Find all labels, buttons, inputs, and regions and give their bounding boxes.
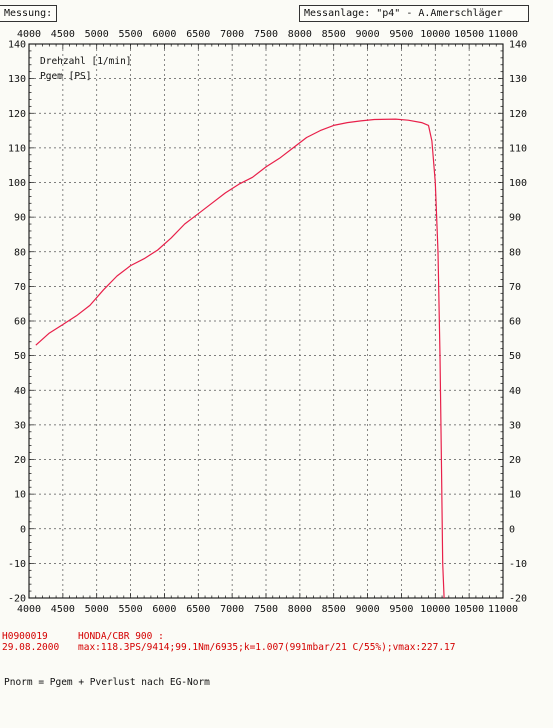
x-tick-label: 4000 <box>17 29 41 40</box>
y-tick-label: 20 <box>14 455 26 466</box>
y-tick-label: 50 <box>14 351 26 362</box>
x-tick-label: 8500 <box>322 604 346 615</box>
y-tick-label: 20 <box>509 455 521 466</box>
x-tick-label: 6000 <box>152 29 176 40</box>
x-tick-label: 4500 <box>51 29 75 40</box>
x-tick-label: 7000 <box>220 29 244 40</box>
y-tick-label: 50 <box>509 351 521 362</box>
x-tick-label: 8500 <box>322 29 346 40</box>
x-tick-label: 5500 <box>119 604 143 615</box>
test-bench-label: Messanlage: "p4" - A.Amerschläger <box>299 5 529 22</box>
y-tick-label: 40 <box>14 386 26 397</box>
x-tick-label: 4000 <box>17 604 41 615</box>
chart-legend: Drehzahl [1/min] Pgem [PS] <box>40 56 132 82</box>
x-tick-label: 9000 <box>356 604 380 615</box>
x-tick-label: 6500 <box>186 29 210 40</box>
x-tick-label: 11000 <box>488 604 518 615</box>
x-tick-label: 6000 <box>152 604 176 615</box>
y-tick-label: 120 <box>8 109 26 120</box>
y-tick-label: 90 <box>509 213 521 224</box>
chart-series <box>35 118 445 599</box>
y-tick-label: 80 <box>509 247 521 258</box>
x-tick-label: 10000 <box>420 29 450 40</box>
series-line-power <box>35 118 445 599</box>
y-tick-label: 60 <box>509 317 521 328</box>
y-tick-label: 140 <box>509 40 527 51</box>
y-tick-label: 110 <box>509 143 527 154</box>
y-tick-label: 60 <box>14 317 26 328</box>
measurement-id: H0900019 <box>2 631 48 642</box>
y-tick-label: 40 <box>509 386 521 397</box>
x-tick-label: 8000 <box>288 29 312 40</box>
y-tick-label: -10 <box>509 559 527 570</box>
x-tick-label: 7500 <box>254 604 278 615</box>
legend-entry: Pgem [PS] <box>40 71 91 82</box>
y-tick-label: 140 <box>8 40 26 51</box>
y-tick-label: 10 <box>14 490 26 501</box>
y-tick-label: 0 <box>509 524 515 535</box>
x-axis-bottom: 4000 4500 5000 5500 6000 6500 7000 7500 8000 8500… <box>17 604 518 615</box>
y-tick-label: 90 <box>14 213 26 224</box>
y-tick-label: 100 <box>8 178 26 189</box>
chart-grid <box>28 43 504 599</box>
y-tick-label: 120 <box>509 109 527 120</box>
measurement-label: Messung: <box>0 5 57 22</box>
x-tick-label: 8000 <box>288 604 312 615</box>
measurement-summary: max:118.3PS/9414;99.1Nm/6935;k=1.007(991… <box>78 642 456 653</box>
x-tick-label: 9500 <box>389 604 413 615</box>
y-tick-label: 10 <box>509 490 521 501</box>
legend-entry: Drehzahl [1/min] <box>40 56 132 67</box>
x-tick-label: 9500 <box>389 29 413 40</box>
y-tick-label: 30 <box>509 420 521 431</box>
x-tick-label: 11000 <box>488 29 518 40</box>
vehicle-name: HONDA/CBR 900 : <box>78 631 164 642</box>
y-tick-label: 30 <box>14 420 26 431</box>
y-tick-label: -20 <box>8 594 26 605</box>
x-tick-label: 6500 <box>186 604 210 615</box>
y-tick-label: 70 <box>509 282 521 293</box>
norm-note: Pnorm = Pgem + Pverlust nach EG-Norm <box>4 677 210 688</box>
y-tick-label: 0 <box>20 524 26 535</box>
y-tick-label: 100 <box>509 178 527 189</box>
x-tick-label: 10500 <box>454 29 484 40</box>
y-tick-label: -10 <box>8 559 26 570</box>
y-tick-label: -20 <box>509 594 527 605</box>
x-axis-top: 4000 4500 5000 5500 6000 6500 7000 7500 8000 8500… <box>17 29 518 40</box>
x-tick-label: 5000 <box>85 29 109 40</box>
y-tick-label: 110 <box>8 143 26 154</box>
x-tick-label: 7500 <box>254 29 278 40</box>
x-tick-label: 4500 <box>51 604 75 615</box>
x-tick-label: 9000 <box>356 29 380 40</box>
measurement-date: 29.08.2000 <box>2 642 60 653</box>
y-tick-label: 130 <box>509 74 527 85</box>
x-tick-label: 7000 <box>220 604 244 615</box>
x-tick-label: 5500 <box>119 29 143 40</box>
y-tick-label: 80 <box>14 247 26 258</box>
x-tick-label: 5000 <box>85 604 109 615</box>
x-tick-label: 10000 <box>420 604 450 615</box>
x-tick-label: 10500 <box>454 604 484 615</box>
y-tick-label: 130 <box>8 74 26 85</box>
y-tick-label: 70 <box>14 282 26 293</box>
